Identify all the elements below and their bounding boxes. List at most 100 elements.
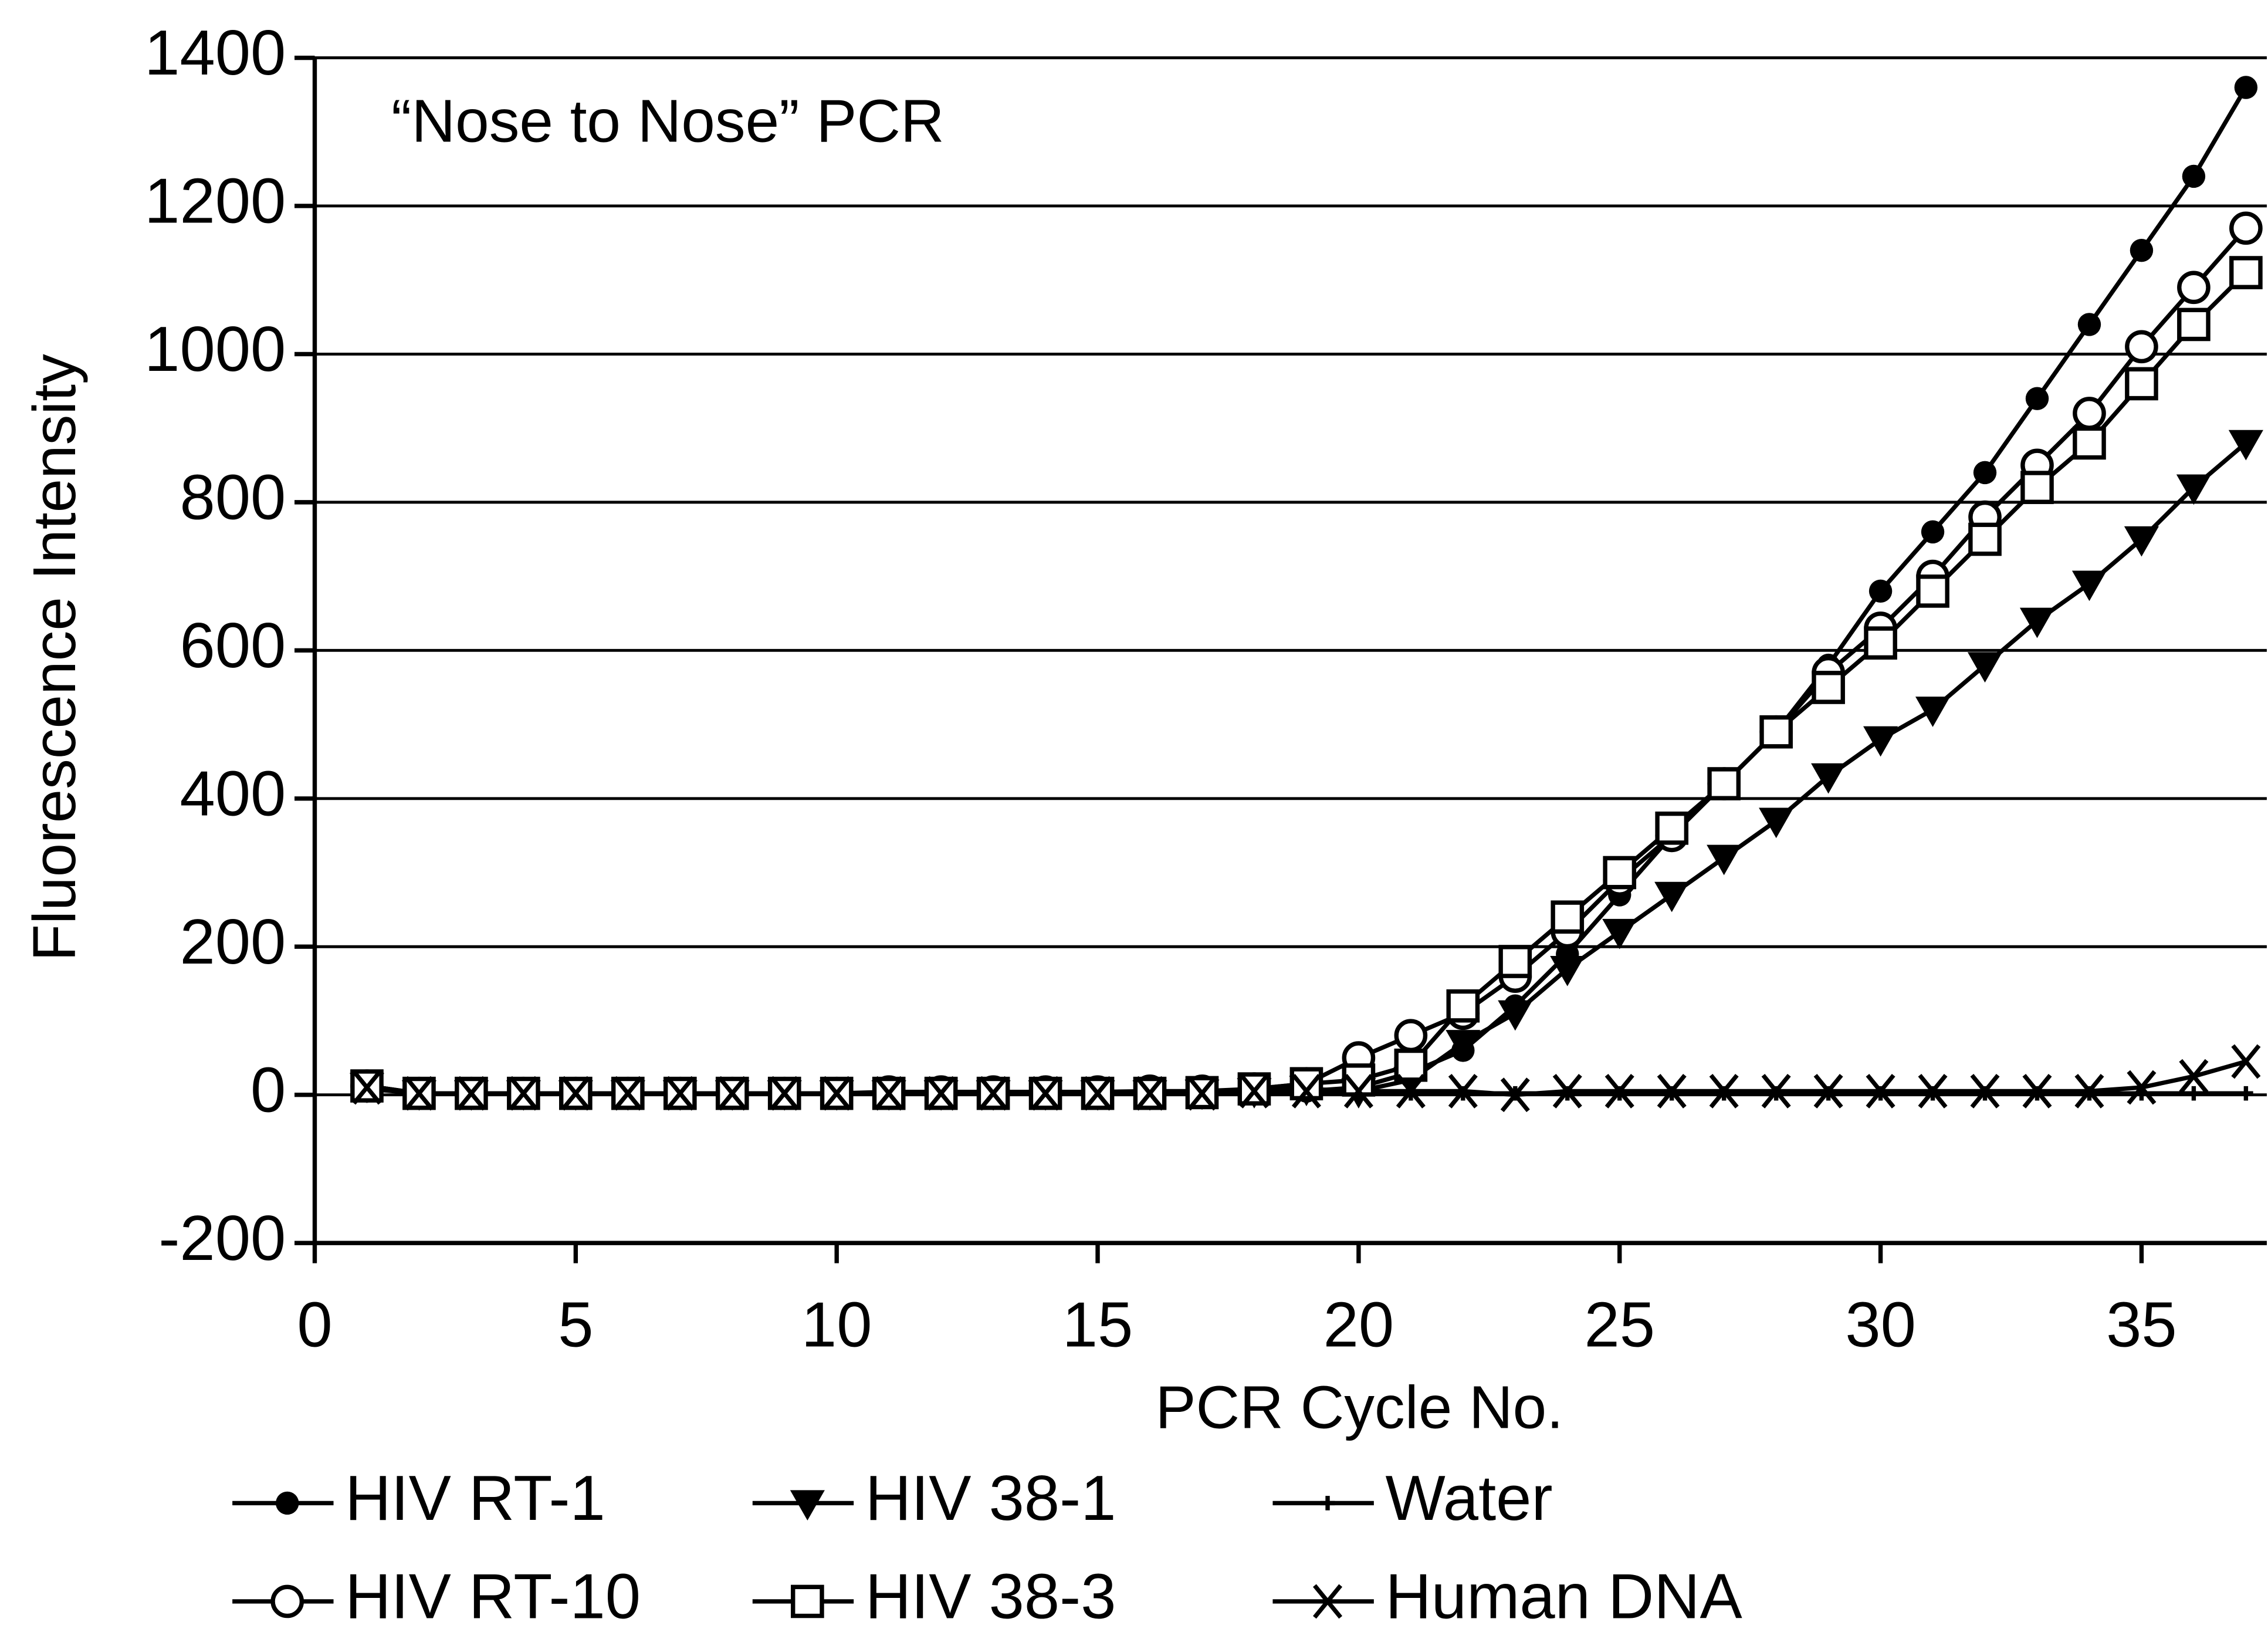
legend-label: HIV RT-10 bbox=[345, 1561, 641, 1632]
marker bbox=[1394, 1048, 1428, 1082]
marker bbox=[2179, 1059, 2209, 1094]
marker bbox=[1396, 1073, 1426, 1109]
marker bbox=[276, 1491, 299, 1515]
marker bbox=[1866, 1073, 1895, 1109]
x-tick-label: 5 bbox=[558, 1289, 593, 1360]
marker bbox=[2177, 307, 2211, 342]
marker bbox=[2229, 211, 2263, 245]
marker bbox=[2074, 1073, 2104, 1109]
legend-label: Human DNA bbox=[1386, 1561, 1743, 1632]
marker bbox=[1918, 1073, 1948, 1109]
marker bbox=[2025, 387, 2049, 410]
marker bbox=[2019, 607, 2055, 638]
y-tick-label: 0 bbox=[251, 1054, 286, 1125]
y-tick-label: 800 bbox=[180, 462, 286, 533]
marker bbox=[270, 1584, 304, 1618]
marker bbox=[790, 1490, 825, 1521]
legend-label: HIV 38-3 bbox=[865, 1561, 1116, 1632]
marker bbox=[2073, 397, 2106, 430]
marker bbox=[1446, 989, 1480, 1023]
marker bbox=[1239, 1073, 1269, 1109]
marker bbox=[2229, 256, 2263, 289]
marker bbox=[770, 1076, 800, 1111]
marker bbox=[2020, 471, 2054, 504]
marker bbox=[561, 1076, 591, 1111]
y-tick-label: 1400 bbox=[144, 17, 286, 88]
x-tick-label: 20 bbox=[1323, 1289, 1394, 1360]
marker bbox=[2073, 426, 2106, 460]
marker bbox=[1498, 1000, 1533, 1031]
legend-label: Water bbox=[1386, 1462, 1553, 1533]
marker bbox=[1551, 900, 1585, 934]
marker bbox=[1291, 1073, 1321, 1109]
marker bbox=[2077, 313, 2101, 336]
marker bbox=[2182, 164, 2206, 188]
marker bbox=[456, 1076, 486, 1111]
marker bbox=[1709, 1073, 1739, 1109]
marker bbox=[1915, 697, 1951, 727]
marker bbox=[1813, 1073, 1843, 1109]
marker bbox=[1864, 626, 1897, 660]
marker bbox=[2125, 330, 2158, 364]
marker bbox=[1970, 1073, 2000, 1109]
marker bbox=[822, 1076, 852, 1111]
y-tick-label: 1200 bbox=[144, 165, 286, 236]
chart-title: “Nose to Nose” PCR bbox=[391, 87, 945, 155]
marker bbox=[1921, 520, 1945, 544]
marker bbox=[1604, 1073, 1634, 1109]
marker bbox=[2231, 1044, 2261, 1079]
marker bbox=[509, 1076, 539, 1111]
marker bbox=[2228, 430, 2263, 461]
marker bbox=[874, 1076, 904, 1111]
marker bbox=[1863, 726, 1898, 757]
marker bbox=[1552, 1073, 1582, 1109]
y-tick-label: 200 bbox=[180, 906, 286, 977]
marker bbox=[1761, 1073, 1791, 1109]
x-tick-label: 30 bbox=[1845, 1289, 1916, 1360]
legend-label: HIV 38-1 bbox=[865, 1462, 1116, 1533]
marker bbox=[1868, 579, 1893, 603]
marker bbox=[1707, 767, 1741, 800]
marker bbox=[1602, 918, 1637, 949]
marker bbox=[2176, 474, 2211, 505]
y-tick-label: -200 bbox=[158, 1202, 286, 1273]
marker bbox=[2125, 367, 2158, 401]
x-tick-label: 0 bbox=[297, 1289, 332, 1360]
marker bbox=[2234, 76, 2258, 99]
marker bbox=[1446, 1030, 1481, 1060]
marker bbox=[2022, 1073, 2052, 1109]
marker bbox=[791, 1584, 824, 1618]
marker bbox=[404, 1076, 434, 1111]
marker bbox=[665, 1076, 695, 1111]
marker bbox=[717, 1076, 747, 1111]
marker bbox=[1320, 1496, 1335, 1510]
x-tick-label: 35 bbox=[2106, 1289, 2177, 1360]
marker bbox=[1550, 955, 1585, 986]
y-tick-label: 400 bbox=[180, 758, 286, 829]
marker bbox=[1707, 844, 1742, 876]
marker bbox=[1313, 1584, 1343, 1619]
marker bbox=[2127, 1070, 2157, 1105]
marker bbox=[1031, 1076, 1061, 1111]
marker bbox=[1083, 1076, 1113, 1111]
marker bbox=[2124, 526, 2159, 557]
marker bbox=[1603, 856, 1637, 890]
marker bbox=[1968, 522, 2002, 556]
marker bbox=[2186, 1086, 2201, 1101]
marker bbox=[2071, 570, 2107, 601]
marker bbox=[1973, 461, 1997, 485]
x-tick-label: 15 bbox=[1062, 1289, 1133, 1360]
marker bbox=[613, 1076, 643, 1111]
marker bbox=[1759, 715, 1793, 749]
marker bbox=[1498, 945, 1532, 978]
marker bbox=[1759, 807, 1794, 839]
marker bbox=[2177, 271, 2211, 305]
marker bbox=[1500, 1077, 1530, 1113]
marker bbox=[1135, 1076, 1165, 1111]
marker bbox=[1657, 1073, 1687, 1109]
x-tick-label: 10 bbox=[801, 1289, 872, 1360]
x-tick-label: 25 bbox=[1584, 1289, 1655, 1360]
